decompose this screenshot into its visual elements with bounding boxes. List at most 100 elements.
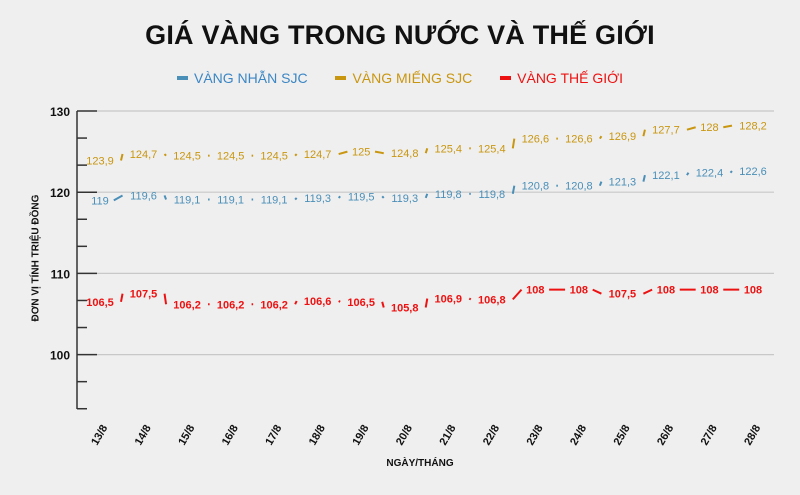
series-line-segment [723, 124, 733, 129]
data-label: 120,8 [565, 181, 593, 193]
x-tick-label: 15/8 [176, 423, 197, 448]
data-label: 119,3 [304, 193, 331, 205]
data-label: 122,6 [739, 166, 767, 178]
data-label: 127,7 [652, 125, 680, 137]
series-line-segment [599, 135, 603, 140]
data-label: 106,5 [86, 297, 114, 309]
series-line-segment [424, 193, 429, 199]
x-tick-label: 19/8 [350, 423, 371, 448]
data-label: 119,8 [435, 189, 462, 201]
series-line-segment [424, 298, 429, 308]
legend: VÀNG NHẪN SJC VÀNG MIẾNG SJC VÀNG THẾ GI… [0, 70, 800, 86]
legend-swatch-icon [500, 76, 512, 81]
x-tick-label: 17/8 [263, 423, 284, 448]
series-line-segment [163, 153, 167, 157]
series-line-segment [642, 129, 646, 137]
x-tick-label: 23/8 [525, 423, 546, 448]
series-line-segment [511, 185, 516, 195]
series-line-segment [642, 288, 653, 295]
series-line-segment [163, 195, 168, 200]
series-line-segment [592, 288, 602, 295]
series-line-segment [294, 197, 298, 201]
y-tick-label: 130 [50, 105, 70, 119]
data-label: 125 [352, 147, 370, 159]
x-tick-label: 27/8 [699, 423, 720, 448]
data-label: 106,2 [217, 299, 245, 311]
data-label: 125,4 [435, 143, 463, 155]
data-label: 119,1 [174, 195, 201, 207]
data-label: 106,2 [173, 299, 201, 311]
data-label: 124,7 [304, 149, 332, 161]
series-line-segment [294, 153, 298, 157]
y-tick-label: 100 [50, 349, 70, 363]
series-line-segment [338, 300, 341, 303]
data-label: 108 [526, 285, 544, 297]
data-label: 119,6 [130, 190, 157, 202]
data-label: 125,4 [478, 143, 506, 155]
data-label: 122,1 [652, 170, 680, 182]
data-label: 108 [657, 285, 675, 297]
series-line-segment [642, 174, 646, 182]
data-label: 119,1 [261, 195, 288, 207]
series-line-segment [381, 301, 385, 308]
series-line-segment [686, 126, 696, 131]
data-label: 108 [700, 285, 718, 297]
series-line-segment [120, 153, 124, 161]
series-line-segment [598, 181, 603, 187]
data-label: 124,7 [130, 149, 158, 161]
series-line-segment [511, 138, 516, 149]
data-label: 108 [570, 285, 588, 297]
data-label: 107,5 [609, 289, 637, 301]
series-line-segment [512, 288, 523, 301]
x-tick-label: 25/8 [612, 423, 633, 448]
legend-label: VÀNG MIẾNG SJC [352, 70, 473, 86]
series-line-segment [374, 150, 384, 155]
data-label: 106,9 [435, 294, 463, 306]
data-label: 124,5 [260, 151, 288, 163]
data-label: 119,8 [478, 189, 505, 201]
data-label: 120,8 [522, 181, 550, 193]
series-line-segment [468, 297, 472, 301]
x-tick-label: 20/8 [394, 423, 415, 448]
series-line-segment [120, 293, 124, 303]
legend-label: VÀNG NHẪN SJC [193, 70, 308, 86]
series-line-segment [113, 194, 124, 202]
data-label: 107,5 [130, 289, 158, 301]
y-tick-label: 110 [51, 267, 71, 281]
data-label: 108 [744, 285, 762, 297]
data-label: 124,5 [217, 151, 245, 163]
legend-item-vang-mieng-sjc: VÀNG MIẾNG SJC [335, 70, 472, 86]
data-label: 124,5 [173, 151, 201, 163]
x-axis-title: NGÀY/THÁNG [386, 458, 454, 469]
data-label: 128,2 [739, 121, 767, 133]
series-line-segment [337, 195, 341, 199]
data-label: 119,5 [348, 191, 375, 203]
legend-item-vang-nhan-sjc: VÀNG NHẪN SJC [176, 70, 308, 86]
series-line-segment [381, 195, 385, 199]
legend-swatch-icon [335, 76, 347, 81]
legend-swatch-icon [176, 76, 188, 81]
data-label: 105,8 [391, 303, 419, 315]
x-tick-label: 18/8 [307, 423, 328, 448]
data-label: 122,4 [696, 168, 724, 180]
legend-item-vang-the-gioi: VÀNG THẾ GIỚI [500, 70, 623, 86]
series-line-segment [338, 150, 348, 155]
data-label: 126,9 [609, 131, 637, 143]
series-line-segment [686, 172, 690, 176]
x-tick-label: 13/8 [89, 423, 110, 448]
x-tick-label: 24/8 [568, 423, 589, 448]
x-tick-label: 26/8 [655, 423, 676, 448]
series-line-segment [294, 300, 298, 305]
x-tick-label: 21/8 [437, 423, 458, 448]
data-label: 123,9 [86, 156, 114, 168]
data-label: 128 [700, 122, 718, 134]
data-label: 106,5 [347, 297, 375, 309]
x-tick-label: 14/8 [133, 423, 154, 448]
series-line-segment [163, 293, 168, 305]
chart-title: GIÁ VÀNG TRONG NƯỚC VÀ THẾ GIỚI [145, 20, 655, 50]
data-label: 126,6 [565, 134, 593, 146]
data-label: 106,6 [304, 296, 332, 308]
data-label: 124,8 [391, 148, 419, 160]
data-label: 119,1 [217, 195, 244, 207]
